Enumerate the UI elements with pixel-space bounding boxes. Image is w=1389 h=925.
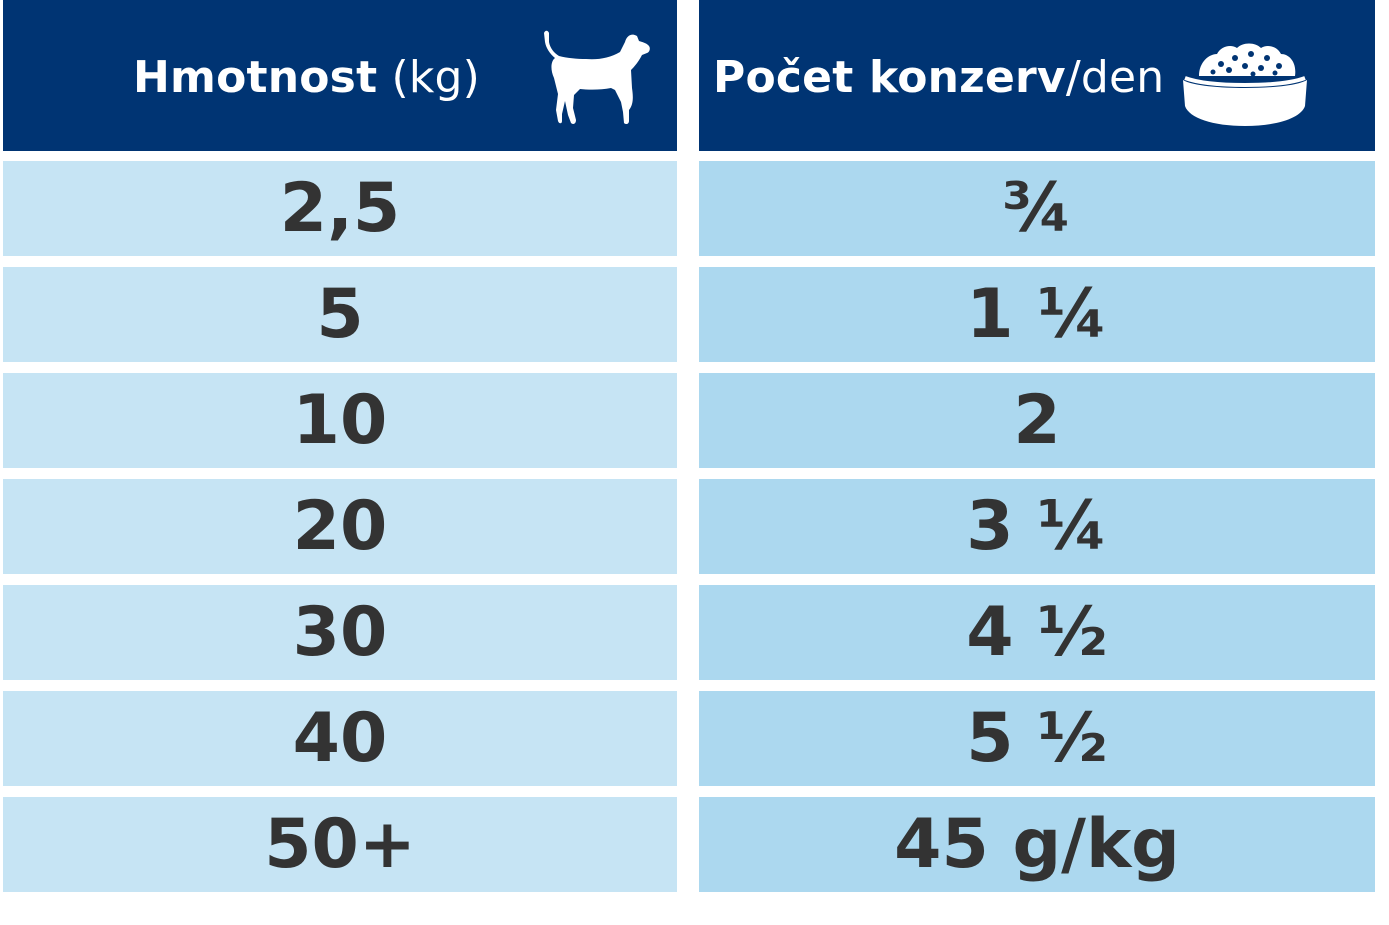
dog-icon (544, 30, 650, 125)
cans-cell: 5 ½ (699, 691, 1375, 786)
cans-cell: 45 g/kg (699, 797, 1375, 892)
weight-cell: 20 (3, 479, 677, 574)
cans-cell: ¾ (699, 161, 1375, 256)
cans-cell: 4 ½ (699, 585, 1375, 680)
table-row: 20 3 ¼ (3, 479, 1375, 574)
table-row: 40 5 ½ (3, 691, 1375, 786)
cans-cell: 3 ¼ (699, 479, 1375, 574)
weight-unit: (kg) (377, 52, 481, 103)
food-bowl-icon (1183, 43, 1307, 126)
weight-cell: 30 (3, 585, 677, 680)
cans-column-header: Počet konzerv/den (699, 0, 1375, 151)
weight-cell: 40 (3, 691, 677, 786)
table-row: 2,5 ¾ (3, 161, 1375, 256)
weight-cell: 2,5 (3, 161, 677, 256)
weight-column-header: Hmotnost (kg) (3, 0, 677, 151)
table-row: 5 1 ¼ (3, 267, 1375, 362)
cans-column-title: Počet konzerv/den (713, 52, 1164, 104)
weight-cell: 50+ (3, 797, 677, 892)
table-row: 50+ 45 g/kg (3, 797, 1375, 892)
weight-cell: 10 (3, 373, 677, 468)
weight-cell: 5 (3, 267, 677, 362)
cans-unit: /den (1065, 52, 1165, 103)
weight-column-title: Hmotnost (kg) (133, 52, 480, 104)
cans-label: Počet konzerv (713, 52, 1066, 103)
cans-cell: 1 ¼ (699, 267, 1375, 362)
table-row: 10 2 (3, 373, 1375, 468)
cans-cell: 2 (699, 373, 1375, 468)
table-row: 30 4 ½ (3, 585, 1375, 680)
weight-label: Hmotnost (133, 52, 378, 103)
